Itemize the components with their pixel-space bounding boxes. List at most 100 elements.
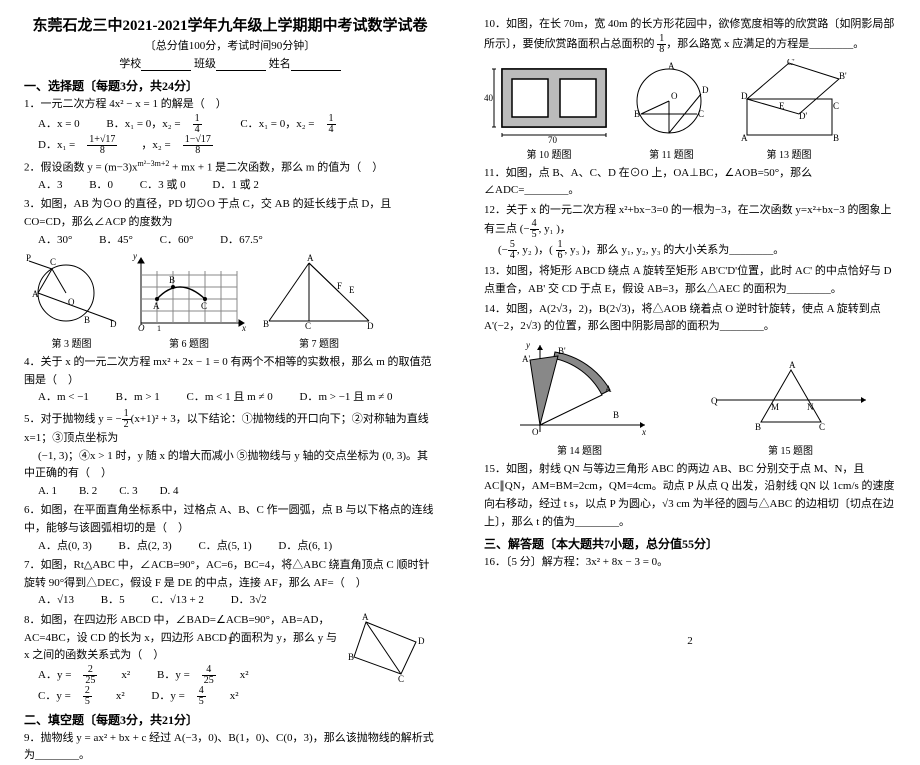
svg-text:E: E — [349, 285, 355, 295]
fig3: P C A O B D 第 3 题图 — [24, 253, 119, 350]
fig13-svg: D C' B' E C A B D' — [729, 59, 849, 144]
svg-text:A: A — [741, 133, 748, 143]
class-label: 班级 — [194, 58, 216, 70]
fig14-svg: O y x A' B' A B — [510, 340, 650, 440]
q16-stem: 〔5 分〕解方程：3x² + 8x − 3 = 0。 — [506, 556, 668, 568]
q2-stem-pre: 假设函数 y = (m−3)x — [41, 161, 138, 173]
q10-post: ，那么路宽 x 应满足的方程是________。 — [666, 38, 864, 50]
fig6-cap: 第 6 题图 — [129, 335, 249, 350]
svg-text:Q: Q — [711, 396, 718, 406]
q1-num: 1． — [24, 98, 41, 110]
fig3-svg: P C A O B D — [24, 253, 119, 333]
figrow-14-15: O y x A' B' A B 第 14 题图 A B C Q — [484, 340, 896, 457]
svg-text:y: y — [132, 253, 137, 261]
page-2-num: 2 — [460, 635, 920, 647]
q2-exp: m²−3m+2 — [138, 159, 170, 168]
q1-D: D．x₁ = 1+√178，x₂ = 1−√178 — [38, 135, 237, 156]
figrow-3-6-7: P C A O B D 第 3 题图 — [24, 253, 436, 350]
svg-text:A: A — [605, 384, 612, 394]
q7-stem: 如图，Rt△ABC 中，∠ACB=90°，AC=6，BC=4，将△ABC 绕直角… — [24, 559, 430, 589]
q1-opts: A．x = 0 B．x₁ = 0，x₂ = 14 C．x₁ = 0，x₂ = 1… — [38, 114, 436, 156]
q2: 2．假设函数 y = (m−3)xm²−3m+2 + mx + 1 是二次函数，… — [24, 158, 436, 195]
q14: 14．如图，A(2√3，2)，B(2√3)，将△AOB 绕着点 O 逆时针旋转，… — [484, 301, 896, 336]
q4: 4．关于 x 的一元二次方程 mx² + 2x − 1 = 0 有两个不相等的实… — [24, 354, 436, 407]
svg-text:P: P — [26, 253, 31, 263]
q1-C: C．x₁ = 0，x₂ = 14 — [240, 114, 359, 135]
svg-text:D: D — [702, 85, 709, 95]
svg-text:y: y — [525, 340, 530, 350]
page-2: 10．如图，在长 70m，宽 40m 的长方形花园中，欲修宽度相等的欣赏路〔如阴… — [460, 0, 920, 651]
fig14-cap: 第 14 题图 — [510, 442, 650, 457]
q3-D: D．67.5° — [220, 232, 275, 250]
svg-text:O: O — [68, 297, 75, 307]
school-label: 学校 — [119, 58, 141, 70]
fig10-cap: 第 10 题图 — [484, 146, 614, 161]
paper-title: 东莞石龙三中2021-2021学年九年级上学期期中考试数学试卷 — [24, 14, 436, 35]
svg-text:A: A — [668, 61, 675, 71]
q5: 5．对于抛物线 y = −12(x+1)² + 3，以下结论：①抛物线的开口向下… — [24, 409, 436, 500]
q4-opts: A．m < −1 B．m > 1 C．m < 1 且 m ≠ 0 D．m > −… — [38, 389, 436, 407]
svg-text:E: E — [779, 101, 785, 111]
q6-opts: A．点(0, 3) B．点(2, 3) C．点(5, 1) D．点(6, 1) — [38, 538, 436, 556]
q2-D: D．1 或 2 — [212, 177, 270, 195]
q15-stem: 如图，射线 QN 与等边三角形 ABC 的两边 AB、BC 分别交于点 M、N，… — [484, 463, 895, 528]
svg-text:C: C — [833, 101, 839, 111]
q13-stem: 如图，将矩形 ABCD 绕点 A 旋转至矩形 AB'C'D'位置，此时 AC' … — [484, 265, 892, 295]
fig13: D C' B' E C A B D' 第 13 题图 — [729, 59, 849, 161]
svg-text:C: C — [698, 109, 704, 119]
fig11: A B C D O 第 11 题图 — [624, 59, 719, 161]
svg-text:C: C — [201, 301, 207, 311]
q3-C: C．60° — [160, 232, 206, 250]
fig10: 40 70 第 10 题图 — [484, 59, 614, 161]
q1-B: B．x₁ = 0，x₂ = 14 — [106, 114, 225, 135]
q5-opts: A. 1 B. 2 C. 3 D. 4 — [38, 483, 436, 501]
fig15-svg: A B C Q M N — [711, 360, 871, 440]
section-1-head: 一、选择题〔每题3分，共24分〕 — [24, 77, 436, 94]
fig14: O y x A' B' A B 第 14 题图 — [510, 340, 650, 457]
name-blank — [291, 59, 341, 71]
page-1: 东莞石龙三中2021-2021学年九年级上学期期中考试数学试卷 〔总分值100分… — [0, 0, 460, 651]
q2-opts: A．3 B．0 C．3 或 0 D．1 或 2 — [38, 177, 436, 195]
q9-stem: 抛物线 y = ax² + bx + c 经过 A(−3，0)、B(1，0)、C… — [24, 732, 434, 762]
svg-text:B': B' — [839, 71, 847, 81]
name-label: 姓名 — [269, 58, 291, 70]
q1: 1．一元二次方程 4x² − x = 1 的解是（ ） A．x = 0 B．x₁… — [24, 96, 436, 156]
q6: 6．如图，在平面直角坐标系中，过格点 A、B、C 作一圆弧，点 B 与以下格点的… — [24, 502, 436, 555]
svg-text:B': B' — [558, 346, 566, 356]
q2-A: A．3 — [38, 177, 74, 195]
fig3-cap: 第 3 题图 — [24, 335, 119, 350]
school-blank — [141, 59, 191, 71]
q10: 10．如图，在长 70m，宽 40m 的长方形花园中，欲修宽度相等的欣赏路〔如阴… — [484, 16, 896, 55]
q5-line2: (−1, 3)；④x > 1 时，y 随 x 的增大而减小 ⑤抛物线与 y 轴的… — [24, 450, 428, 480]
svg-text:40: 40 — [484, 93, 494, 103]
fig6: ABC y O 1 x 第 6 题图 — [129, 253, 249, 350]
figrow-10-11-13: 40 70 第 10 题图 A B C D O — [484, 59, 896, 161]
q15: 15．如图，射线 QN 与等边三角形 ABC 的两边 AB、BC 分别交于点 M… — [484, 461, 896, 531]
fig7: A E F B C D 第 7 题图 — [259, 253, 379, 350]
svg-text:x: x — [641, 427, 646, 437]
q14-stem: 如图，A(2√3，2)，B(2√3)，将△AOB 绕着点 O 逆时针旋转，使点 … — [484, 303, 881, 333]
svg-text:O: O — [671, 91, 678, 101]
q8-opts: A．y = 225 x² B．y = 425 x² C．y = 25 x² D．… — [38, 665, 344, 707]
svg-text:C: C — [305, 321, 311, 331]
svg-text:B: B — [833, 133, 839, 143]
q11-stem: 如图，点 B、A、C、D 在⊙O 上，OA⊥BC，∠AOB=50°，那么∠ADC… — [484, 167, 812, 197]
fig11-svg: A B C D O — [624, 59, 719, 144]
exam-paper: 东莞石龙三中2021-2021学年九年级上学期期中考试数学试卷 〔总分值100分… — [0, 0, 920, 651]
svg-text:D': D' — [799, 111, 807, 121]
svg-text:A: A — [789, 360, 796, 370]
svg-text:D: D — [367, 321, 374, 331]
svg-text:O: O — [532, 427, 539, 437]
svg-text:N: N — [807, 402, 814, 412]
svg-text:B: B — [169, 275, 175, 285]
q7: 7．如图，Rt△ABC 中，∠ACB=90°，AC=6，BC=4，将△ABC 绕… — [24, 557, 436, 610]
svg-text:A: A — [362, 612, 369, 622]
svg-text:D: D — [110, 319, 117, 329]
q6-stem: 如图，在平面直角坐标系中，过格点 A、B、C 作一圆弧，点 B 与以下格点的连线… — [24, 504, 433, 534]
q2-C: C．3 或 0 — [140, 177, 198, 195]
q2-stem-post: + mx + 1 是二次函数，那么 m 的值为（ ） — [169, 161, 383, 173]
q1-stem: 一元二次方程 4x² − x = 1 的解是（ ） — [41, 98, 227, 110]
q12: 12．关于 x 的一元二次方程 x²+bx−3=0 的一根为−3，在二次函数 y… — [484, 202, 896, 262]
svg-text:A: A — [153, 301, 160, 311]
svg-text:C: C — [819, 422, 825, 432]
